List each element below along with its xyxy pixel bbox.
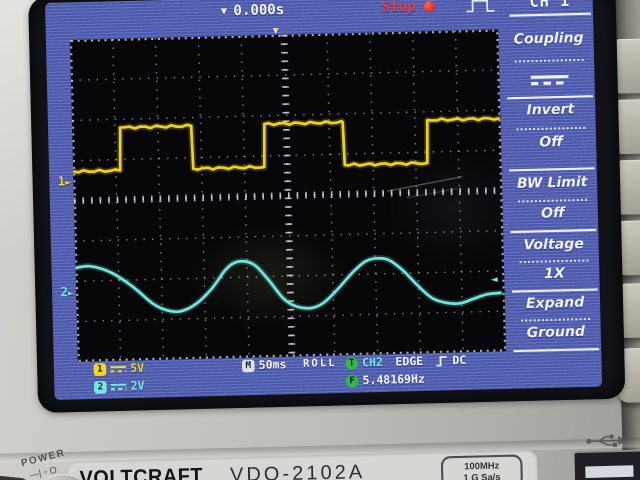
model-label: VDO-2102A — [229, 461, 366, 480]
menu-header-channel: CH 1 — [508, 0, 591, 17]
waveform-display — [69, 29, 507, 362]
menu-divider — [506, 95, 594, 100]
menu-item-bw-limit: BW Limit — [516, 173, 588, 193]
menu-divider — [513, 347, 600, 353]
trigger-position-marker-icon: ▼ — [220, 5, 228, 18]
ch1-scale-readout: 1 5V — [93, 361, 144, 376]
right-arrow-icon: ► — [65, 177, 72, 189]
bandwidth-badge: 100MHz 1 G Sa/s — [440, 454, 524, 480]
ch2-scale-readout: 2 2V — [93, 378, 145, 394]
trigger-coupling: DC — [452, 353, 467, 368]
frequency-readout: F 5.48169Hz — [345, 372, 426, 388]
dotted-divider — [518, 198, 587, 203]
screen-bezel: ▼ 0.000s Stop CH 1 1► 2► ◄ ▼ Coupling — [28, 0, 626, 413]
ch2-position-marker: 2► — [60, 284, 74, 300]
ch2-badge: 2 — [93, 380, 107, 394]
samplerate-value: 1 G Sa/s — [463, 471, 501, 480]
menu-value-bw-limit: Off — [540, 204, 565, 222]
usb-tongue — [585, 465, 634, 478]
right-arrow-icon: ► — [67, 288, 74, 300]
acquisition-mode-label: ROLL — [302, 357, 337, 370]
trigger-pulse-icon — [466, 0, 495, 13]
timebase-value: 50ms — [258, 357, 287, 372]
case-shadow — [0, 474, 28, 480]
menu-value-invert: Off — [539, 133, 564, 151]
rising-edge-icon — [436, 355, 448, 366]
brand-label: VOLTCRAFT — [79, 464, 204, 480]
dotted-divider — [516, 126, 586, 131]
soft-menu: Coupling Invert Off BW Limit Off Voltage… — [503, 21, 601, 353]
bandwidth-value: 100MHz — [464, 460, 500, 472]
trigger-level-marker: ◄ — [490, 272, 498, 286]
menu-divider — [511, 288, 598, 293]
timebase-badge: M — [241, 359, 255, 372]
menu-divider — [508, 167, 595, 172]
usb-icon — [586, 434, 626, 447]
dc-coupling-icon — [530, 72, 569, 89]
trigger-position-readout: ▼ 0.000s — [221, 1, 285, 19]
stop-indicator-icon — [422, 0, 435, 13]
trigger-position-value: 0.000s — [233, 1, 285, 20]
timebase-readout: M 50ms ROLL — [241, 356, 337, 372]
ch1-scale-value: 5V — [130, 361, 145, 376]
usb-port — [574, 449, 640, 480]
dc-coupling-icon — [110, 381, 127, 392]
menu-item-expand: Expand — [525, 293, 585, 313]
ch1-position-marker: 1► — [57, 173, 72, 189]
ch1-badge: 1 — [93, 362, 107, 376]
menu-item-voltage: Voltage — [523, 235, 585, 254]
trigger-badge: T — [345, 356, 359, 370]
lcd-screen: ▼ 0.000s Stop CH 1 1► 2► ◄ ▼ Coupling — [44, 0, 603, 400]
menu-value-expand: Ground — [526, 323, 586, 342]
dotted-divider — [519, 259, 589, 264]
dotted-divider — [515, 58, 584, 63]
acquisition-status: Stop — [381, 0, 435, 16]
menu-item-coupling: Coupling — [513, 29, 584, 48]
frequency-value: 5.48169Hz — [362, 372, 426, 388]
graticule — [69, 29, 526, 362]
menu-value-voltage: 1X — [543, 265, 565, 283]
acquisition-status-label: Stop — [381, 0, 416, 16]
ch2-scale-value: 2V — [130, 378, 145, 393]
frequency-badge: F — [345, 374, 359, 388]
menu-divider — [510, 228, 597, 234]
trigger-time-marker: ▼ — [272, 25, 279, 38]
menu-item-invert: Invert — [526, 100, 575, 119]
top-status-bar: ▼ 0.000s Stop CH 1 — [45, 0, 593, 30]
trigger-readout: T CH2 EDGE DC — [345, 353, 466, 370]
trigger-source: CH2 — [361, 355, 384, 370]
dc-coupling-icon — [110, 363, 127, 374]
dotted-divider — [521, 317, 590, 322]
trigger-type: EDGE — [395, 354, 424, 369]
